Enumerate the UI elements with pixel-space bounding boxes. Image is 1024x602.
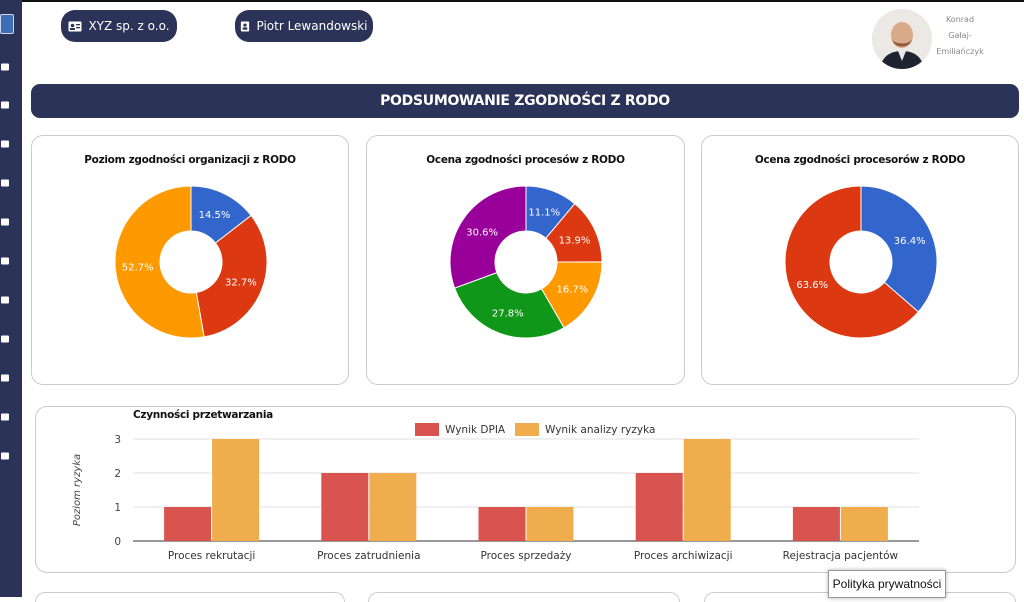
y-axis-label: Poziom ryzyka	[72, 454, 83, 526]
newspaper-icon[interactable]	[0, 412, 10, 422]
legend-label: Wynik DPIA	[445, 423, 506, 436]
page-title: PODSUMOWANIE ZGODNOŚCI Z RODO	[380, 93, 670, 109]
bar[interactable]	[635, 473, 683, 541]
y-tick-label: 3	[114, 434, 121, 446]
bar[interactable]	[164, 507, 212, 541]
person-label: Piotr Lewandowski	[256, 19, 368, 33]
person-button[interactable]: Piotr Lewandowski	[235, 10, 373, 42]
legend-label: Wynik analizy ryzyka	[545, 423, 656, 436]
bar[interactable]	[840, 507, 888, 541]
slice-label: 52.7%	[122, 263, 154, 274]
bar[interactable]	[478, 507, 526, 541]
sidebar	[0, 0, 22, 597]
company-button[interactable]: XYZ sp. z o.o.	[61, 10, 177, 42]
x-tick-label: Proces rekrutacji	[168, 550, 255, 562]
slice-label: 32.7%	[225, 277, 257, 288]
chart-card-processors: Ocena zgodności procesorów z RODO 36.4% 6…	[701, 135, 1019, 385]
bar[interactable]	[526, 507, 574, 541]
user-name-line: Emiliańczyk	[936, 47, 984, 56]
slice-label: 30.6%	[466, 227, 498, 238]
user-name[interactable]: Konrad Gałaj- Emiliańczyk	[935, 12, 985, 60]
slice-label: 11.1%	[528, 208, 560, 219]
box-icon[interactable]	[0, 256, 10, 266]
user-name-line: Konrad	[945, 15, 975, 24]
pie-slice[interactable]	[453, 271, 565, 339]
legend-item-risk[interactable]: Wynik analizy ryzyka	[515, 423, 655, 436]
id-card-icon[interactable]	[0, 217, 10, 227]
legend-item-dpia[interactable]: Wynik DPIA	[415, 423, 505, 436]
page-title-banner: PODSUMOWANIE ZGODNOŚCI Z RODO	[31, 84, 1019, 118]
pie-slice[interactable]	[860, 185, 938, 313]
pie-slice[interactable]	[195, 214, 268, 338]
scissors-icon[interactable]	[0, 178, 10, 188]
slice-label: 13.9%	[559, 235, 591, 246]
chart-title: Poziom zgodności organizacji z RODO	[84, 154, 296, 166]
pie-slice[interactable]	[449, 185, 527, 289]
y-tick-label: 0	[114, 536, 121, 548]
chart-card-organization: Poziom zgodności organizacji z RODO 14.5…	[31, 135, 349, 385]
bar[interactable]	[683, 439, 731, 541]
building-icon[interactable]	[0, 373, 10, 383]
chart-title: Czynności przetwarzania	[133, 409, 273, 421]
app-logo[interactable]	[0, 14, 14, 34]
pie-chart-organization: 14.5% 32.7% 52.7%	[114, 185, 268, 339]
bar[interactable]	[321, 473, 369, 541]
bar[interactable]	[212, 439, 260, 541]
y-tick-label: 1	[114, 502, 121, 514]
x-tick-label: Proces archiwizacji	[634, 550, 733, 562]
legend-swatch	[515, 423, 539, 436]
slice-label: 27.8%	[492, 308, 524, 319]
x-tick-label: Proces sprzedaży	[481, 550, 572, 562]
pie-chart-processors: 36.4% 63.6%	[784, 185, 938, 339]
pencil-icon[interactable]	[0, 451, 10, 461]
badge-icon	[241, 20, 250, 32]
slice-label: 63.6%	[796, 280, 828, 291]
chart-card-partial	[35, 592, 345, 602]
y-tick-label: 2	[114, 468, 121, 480]
user-photo-icon	[872, 9, 932, 69]
slice-label: 14.5%	[199, 210, 231, 221]
laptop-icon[interactable]	[0, 334, 10, 344]
slice-label: 16.7%	[556, 285, 588, 296]
id-card-icon	[68, 21, 82, 31]
list-icon[interactable]	[0, 295, 10, 305]
chart-card-processes: Ocena zgodności procesów z RODO 11.1% 13.…	[366, 135, 685, 385]
slice-label: 36.4%	[894, 236, 926, 247]
chart-card-processing-activities: Czynności przetwarzania Wynik DPIA Wynik…	[35, 406, 1016, 573]
user-name-line: Gałaj-	[948, 31, 972, 40]
home-icon[interactable]	[0, 62, 10, 72]
x-tick-label: Rejestracja pacjentów	[783, 550, 899, 562]
chart-card-partial	[368, 592, 680, 602]
chart-title: Ocena zgodności procesów z RODO	[426, 154, 625, 166]
bar-chart-processing-activities: 0 1 2 3 Poziom ryzyka Proces rekrutacji Proces…	[72, 434, 919, 562]
privacy-policy-link[interactable]: Polityka prywatności	[828, 570, 946, 598]
x-tick-label: Proces zatrudnienia	[317, 550, 420, 562]
privacy-policy-label: Polityka prywatności	[832, 577, 942, 591]
pie-slice[interactable]	[114, 185, 205, 339]
company-label: XYZ sp. z o.o.	[88, 19, 170, 33]
bar[interactable]	[369, 473, 417, 541]
legend-swatch	[415, 423, 439, 436]
top-border	[22, 0, 1024, 2]
pie-chart-processes: 11.1% 13.9% 16.7% 27.8% 30.6%	[449, 185, 603, 339]
chart-title: Ocena zgodności procesorów z RODO	[754, 154, 966, 166]
bar[interactable]	[792, 507, 840, 541]
share-icon[interactable]	[0, 139, 10, 149]
pie-slice[interactable]	[784, 185, 920, 339]
edit-icon[interactable]	[0, 100, 10, 110]
user-avatar[interactable]	[872, 9, 932, 69]
